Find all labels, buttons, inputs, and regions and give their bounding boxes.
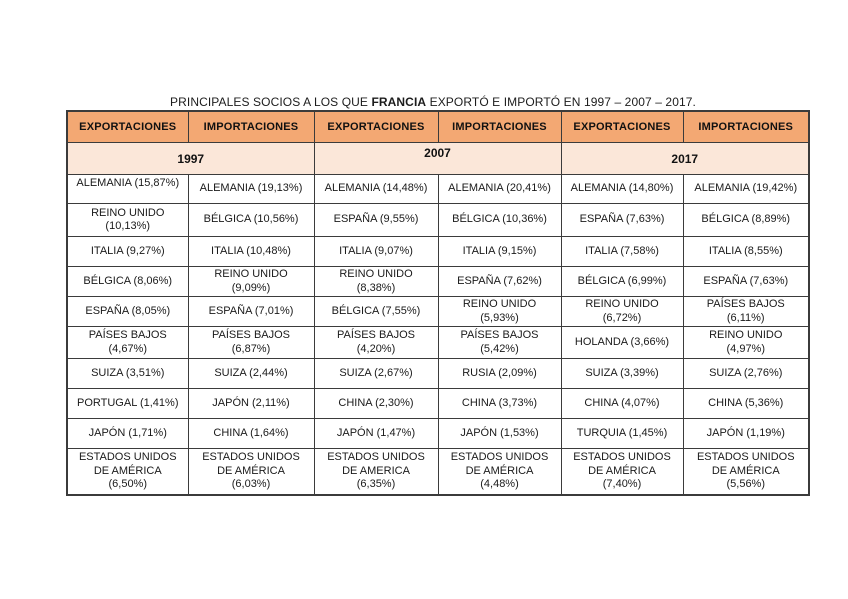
partner-cell: CHINA (1,64%) — [187, 418, 315, 449]
year-header-1997: 1997 — [66, 142, 315, 175]
partner-cell: ITALIA (10,48%) — [187, 236, 315, 267]
title-suffix: EXPORTÓ E IMPORTÓ EN 1997 – 2007 – 2017. — [429, 95, 696, 109]
table-row: BÉLGICA (8,06%) REINO UNIDO (9,09%) REINO … — [66, 266, 810, 297]
partner-cell: ALEMANIA (19,13%) — [187, 174, 315, 204]
partner-cell: PAÍSES BAJOS (6,11%) — [682, 296, 810, 327]
partner-cell: ESPAÑA (9,55%) — [313, 203, 439, 237]
partner-cell: PAÍSES BAJOS (4,20%) — [313, 326, 439, 359]
partner-cell: ALEMANIA (20,41%) — [437, 174, 562, 204]
partner-cell: CHINA (4,07%) — [560, 388, 684, 419]
partner-cell: REINO UNIDO (4,97%) — [682, 326, 810, 359]
partner-cell: ESTADOS UNIDOS DE AMÉRICA (7,40%) — [560, 448, 684, 495]
partner-cell: ALEMANIA (19,42%) — [682, 174, 810, 204]
table-body: ALEMANIA (15,87%) ALEMANIA (19,13%) ALEMAN… — [66, 174, 810, 495]
table-row: REINO UNIDO (10,13%) BÉLGICA (10,56%) ESPA… — [66, 203, 810, 237]
partner-cell: ESTADOS UNIDOS DE AMERICA (6,35%) — [313, 448, 439, 495]
year-header-2017: 2017 — [560, 142, 810, 175]
table-row: SUIZA (3,51%) SUIZA (2,44%) SUIZA (2,67%) R… — [66, 358, 810, 389]
header-exportaciones-2007: EXPORTACIONES — [313, 110, 439, 143]
partner-cell: ESTADOS UNIDOS DE AMÉRICA (4,48%) — [437, 448, 562, 495]
partner-cell: BÉLGICA (6,99%) — [560, 266, 684, 297]
partner-cell: REINO UNIDO (8,38%) — [313, 266, 439, 297]
table-row: ITALIA (9,27%) ITALIA (10,48%) ITALIA (9,0… — [66, 236, 810, 267]
partner-cell: ALEMANIA (14,80%) — [560, 174, 684, 204]
partner-cell: ALEMANIA (15,87%) — [66, 174, 189, 204]
partner-cell: HOLANDA (3,66%) — [560, 326, 684, 359]
partner-cell: ITALIA (9,27%) — [66, 236, 189, 267]
partner-cell: SUIZA (3,39%) — [560, 358, 684, 389]
partner-cell: REINO UNIDO (10,13%) — [66, 203, 189, 237]
header-importaciones-1997: IMPORTACIONES — [187, 110, 315, 143]
partner-cell: BÉLGICA (8,06%) — [66, 266, 189, 297]
partner-cell: REINO UNIDO (5,93%) — [437, 296, 562, 327]
header-importaciones-2007: IMPORTACIONES — [437, 110, 562, 143]
table-row: ALEMANIA (15,87%) ALEMANIA (19,13%) ALEMAN… — [66, 174, 810, 204]
partner-cell: ESPAÑA (7,63%) — [682, 266, 810, 297]
partner-cell: ESPAÑA (7,62%) — [437, 266, 562, 297]
partner-cell: ITALIA (7,58%) — [560, 236, 684, 267]
partner-cell: JAPÓN (1,19%) — [682, 418, 810, 449]
partner-cell: BÉLGICA (8,89%) — [682, 203, 810, 237]
partner-cell: JAPÓN (1,71%) — [66, 418, 189, 449]
header-exportaciones-1997: EXPORTACIONES — [66, 110, 189, 143]
trade-partners-table: EXPORTACIONES IMPORTACIONES EXPORTACIONE… — [66, 110, 810, 496]
title-prefix: PRINCIPALES SOCIOS A LOS QUE — [170, 95, 369, 109]
partner-cell: SUIZA (2,67%) — [313, 358, 439, 389]
partner-cell: ALEMANIA (14,48%) — [313, 174, 439, 204]
table-row: ESPAÑA (8,05%) ESPAÑA (7,01%) BÉLGICA (7,5… — [66, 296, 810, 327]
page-title: PRINCIPALES SOCIOS A LOS QUE FRANCIA EXP… — [53, 95, 813, 109]
column-header-row: EXPORTACIONES IMPORTACIONES EXPORTACIONE… — [66, 110, 810, 143]
partner-cell: ESPAÑA (8,05%) — [66, 296, 189, 327]
table-row: JAPÓN (1,71%) CHINA (1,64%) JAPÓN (1,47%) J… — [66, 418, 810, 449]
header-exportaciones-2017: EXPORTACIONES — [560, 110, 684, 143]
table-row: PAÍSES BAJOS (4,67%) PAÍSES BAJOS (6,87%)… — [66, 326, 810, 359]
partner-cell: PORTUGAL (1,41%) — [66, 388, 189, 419]
partner-cell: ESPAÑA (7,63%) — [560, 203, 684, 237]
partner-cell: RUSIA (2,09%) — [437, 358, 562, 389]
year-header-2007: 2007 — [313, 142, 562, 175]
partner-cell: PAÍSES BAJOS (4,67%) — [66, 326, 189, 359]
table-row: ESTADOS UNIDOS DE AMÉRICA (6,50%) ESTADOS… — [66, 448, 810, 495]
partner-cell: JAPÓN (1,53%) — [437, 418, 562, 449]
partner-cell: REINO UNIDO (9,09%) — [187, 266, 315, 297]
partner-cell: SUIZA (3,51%) — [66, 358, 189, 389]
partner-cell: SUIZA (2,76%) — [682, 358, 810, 389]
partner-cell: ESTADOS UNIDOS DE AMÉRICA (5,56%) — [682, 448, 810, 495]
partner-cell: JAPÓN (1,47%) — [313, 418, 439, 449]
partner-cell: BÉLGICA (7,55%) — [313, 296, 439, 327]
partner-cell: BÉLGICA (10,56%) — [187, 203, 315, 237]
partner-cell: REINO UNIDO (6,72%) — [560, 296, 684, 327]
title-country: FRANCIA — [371, 95, 427, 109]
table-row: PORTUGAL (1,41%) JAPÓN (2,11%) CHINA (2,30… — [66, 388, 810, 419]
partner-cell: CHINA (5,36%) — [682, 388, 810, 419]
partner-cell: SUIZA (2,44%) — [187, 358, 315, 389]
partner-cell: CHINA (2,30%) — [313, 388, 439, 419]
header-importaciones-2017: IMPORTACIONES — [682, 110, 810, 143]
partner-cell: BÉLGICA (10,36%) — [437, 203, 562, 237]
partner-cell: CHINA (3,73%) — [437, 388, 562, 419]
partner-cell: JAPÓN (2,11%) — [187, 388, 315, 419]
partner-cell: PAÍSES BAJOS (5,42%) — [437, 326, 562, 359]
partner-cell: ITALIA (9,07%) — [313, 236, 439, 267]
partner-cell: ITALIA (8,55%) — [682, 236, 810, 267]
partner-cell: ITALIA (9,15%) — [437, 236, 562, 267]
partner-cell: TURQUIA (1,45%) — [560, 418, 684, 449]
partner-cell: ESTADOS UNIDOS DE AMÉRICA (6,50%) — [66, 448, 189, 495]
year-header-row: 1997 2007 2017 — [66, 142, 810, 175]
partner-cell: ESPAÑA (7,01%) — [187, 296, 315, 327]
partner-cell: ESTADOS UNIDOS DE AMÉRICA (6,03%) — [187, 448, 315, 495]
partner-cell: PAÍSES BAJOS (6,87%) — [187, 326, 315, 359]
